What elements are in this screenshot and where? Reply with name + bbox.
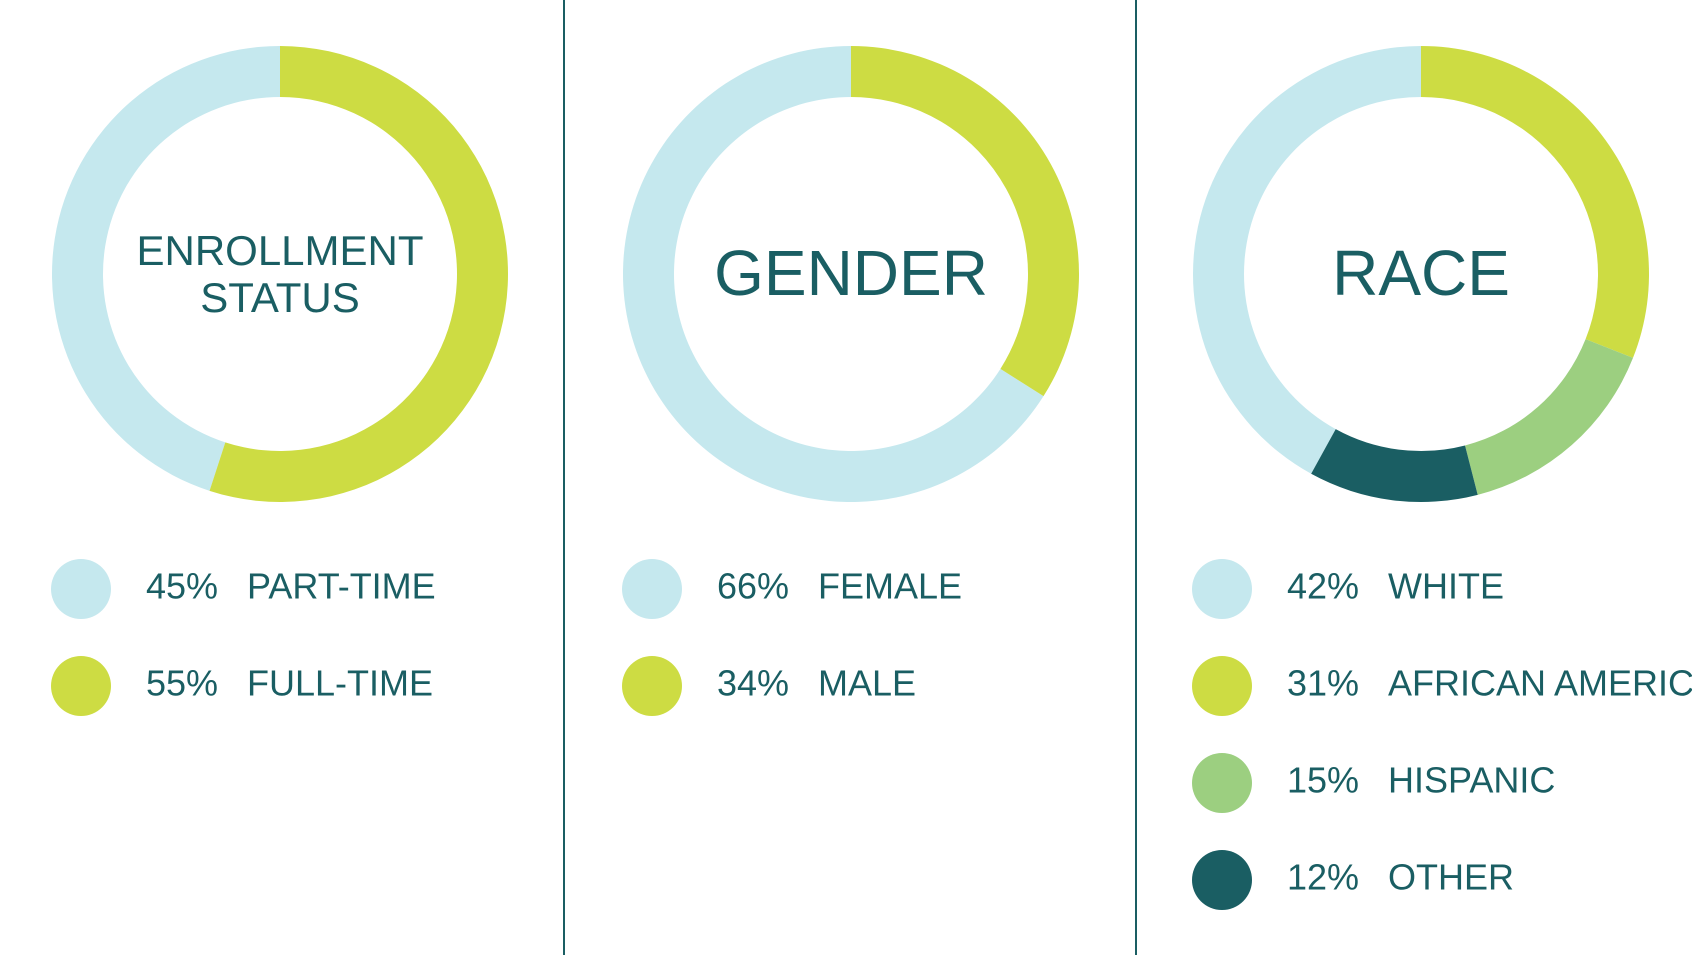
legend-swatch bbox=[1192, 850, 1252, 910]
legend-value: 45% bbox=[146, 566, 218, 607]
legend-value: 34% bbox=[717, 663, 789, 704]
donut-title: GENDER bbox=[714, 237, 988, 310]
legend-label: FEMALE bbox=[818, 566, 962, 607]
donut-title: RACE bbox=[1332, 237, 1510, 310]
donut-segment bbox=[1465, 339, 1633, 495]
donut-segment bbox=[1421, 46, 1649, 358]
donut-segment bbox=[851, 46, 1079, 397]
legend-value: 12% bbox=[1287, 857, 1359, 898]
donut-segment bbox=[1311, 429, 1478, 503]
legend-label: AFRICAN AMERICAN bbox=[1388, 663, 1692, 704]
donut-segment bbox=[1192, 45, 1421, 474]
legend-swatch bbox=[1192, 559, 1252, 619]
legend-label: WHITE bbox=[1388, 566, 1504, 607]
donut-segment bbox=[52, 46, 280, 491]
legend-value: 42% bbox=[1287, 566, 1359, 607]
legend-swatch bbox=[1192, 753, 1252, 813]
legend-label: MALE bbox=[818, 663, 916, 704]
legend-label: HISPANIC bbox=[1388, 760, 1555, 801]
legend-swatch bbox=[1192, 656, 1252, 716]
legend-label: FULL-TIME bbox=[247, 663, 433, 704]
legend-value: 55% bbox=[146, 663, 218, 704]
legend-swatch bbox=[51, 559, 111, 619]
legend-label: OTHER bbox=[1388, 857, 1514, 898]
legend-value: 15% bbox=[1287, 760, 1359, 801]
donut-title: ENROLLMENT STATUS bbox=[136, 226, 424, 321]
legend-swatch bbox=[622, 656, 682, 716]
legend-value: 31% bbox=[1287, 663, 1359, 704]
legend-swatch bbox=[51, 656, 111, 716]
donut-segment bbox=[209, 46, 509, 502]
legend-value: 66% bbox=[717, 566, 789, 607]
legend-label: PART-TIME bbox=[247, 566, 436, 607]
legend-swatch bbox=[622, 559, 682, 619]
